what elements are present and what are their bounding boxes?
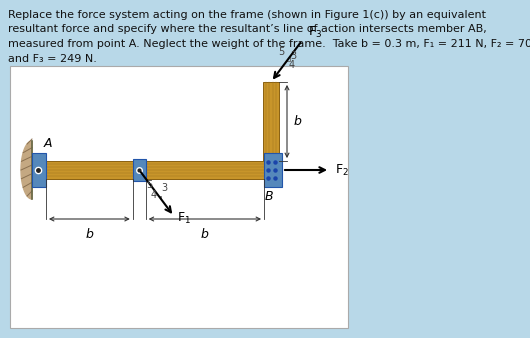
Text: b: b: [294, 115, 302, 128]
Bar: [32, 153, 46, 187]
Text: measured from point A. Neglect the weight of the frame.  Take b = 0.3 m, F₁ = 21: measured from point A. Neglect the weigh…: [8, 39, 530, 49]
Bar: [10, 66, 348, 328]
Bar: [46, 161, 268, 179]
Polygon shape: [21, 141, 32, 199]
Text: A: A: [44, 137, 52, 150]
Text: 4: 4: [151, 190, 156, 199]
Text: 3: 3: [290, 51, 297, 61]
Text: 3: 3: [161, 183, 167, 193]
Text: F$_2$: F$_2$: [335, 163, 349, 177]
Bar: [264, 153, 282, 187]
Text: F$_1$: F$_1$: [177, 211, 191, 226]
Bar: [263, 82, 279, 161]
Text: and F₃ = 249 N.: and F₃ = 249 N.: [8, 53, 97, 64]
Text: resultant force and specify where the resultant’s line of action intersects memb: resultant force and specify where the re…: [8, 24, 487, 34]
Text: 4: 4: [289, 60, 295, 70]
Text: F$_3$: F$_3$: [308, 25, 322, 41]
Text: b: b: [85, 228, 93, 241]
Text: 5: 5: [279, 47, 285, 57]
Text: b: b: [201, 228, 209, 241]
Text: 5: 5: [146, 179, 153, 190]
Text: B: B: [265, 190, 273, 203]
Bar: [132, 159, 146, 181]
Text: Replace the force system acting on the frame (shown in Figure 1(c)) by an equiva: Replace the force system acting on the f…: [8, 10, 486, 20]
